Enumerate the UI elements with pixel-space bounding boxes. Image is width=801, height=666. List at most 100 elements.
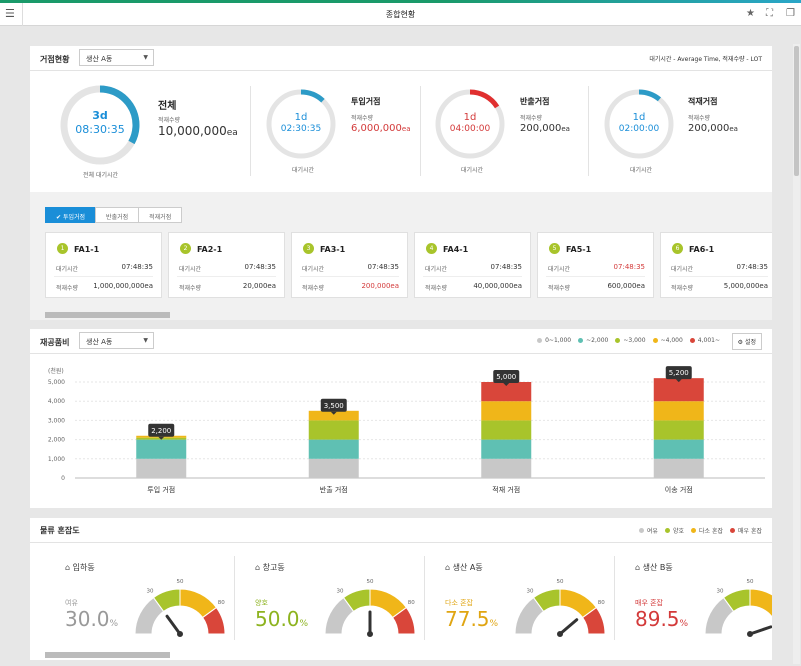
gauge-header: ⌂ 생산 B동	[635, 562, 673, 573]
point-tabs: ✔ 투입거점 반출거점 적재거점	[45, 207, 183, 223]
gauge-name: 입하동	[72, 563, 95, 572]
total-qty-label: 적재수량	[158, 117, 181, 124]
site-item-2-qty: 200,000ea	[520, 123, 570, 134]
point-card[interactable]: 2 FA2-1 대기시간 07:48:35 적재수량 20,000ea	[168, 232, 285, 298]
site-item-1-title: 투입거점	[351, 97, 381, 106]
site-building-select[interactable]: 생산 A동 ▼	[79, 49, 154, 66]
wip-building-select[interactable]: 생산 A동 ▼	[79, 332, 154, 349]
site-item-2-qty-unit: ea	[561, 125, 570, 133]
gauge-value-unit: %	[109, 619, 119, 629]
bar-segment	[136, 458, 187, 478]
bar-segment	[308, 420, 359, 440]
gauge-status: 다소 혼잡	[445, 599, 473, 607]
point-card[interactable]: 6 FA6-1 대기시간 07:48:35 적재수량 5,000,000ea	[660, 232, 772, 298]
card-name: FA2-1	[197, 245, 223, 254]
bar-segment	[481, 382, 532, 402]
card-qty-label: 적재수량	[548, 285, 571, 292]
point-card[interactable]: 3 FA3-1 대기시간 07:48:35 적재수량 200,000ea	[291, 232, 408, 298]
tab-label: 반출거점	[106, 214, 129, 221]
total-label: 5,000	[496, 373, 516, 381]
site-item-3-qty: 200,000ea	[688, 123, 738, 134]
card-name: FA6-1	[689, 245, 715, 254]
gauge-value-number: 50.0	[255, 607, 300, 631]
site-ring-1-time: 02:30:35	[280, 124, 322, 134]
site-ring-1-days: 1d	[294, 112, 308, 123]
gauge-segment	[581, 606, 606, 635]
total-ring-time: 08:30:35	[75, 123, 125, 136]
card-divider	[546, 276, 645, 277]
gauge-status: 양호	[255, 599, 268, 607]
ring-progress	[604, 89, 674, 159]
tab-load-point[interactable]: 적재거점	[138, 207, 183, 223]
gauge-divider	[614, 556, 615, 640]
total-wait-ring	[60, 85, 140, 165]
legend-label: 매우 혼잡	[738, 528, 762, 535]
card-number-badge: 5	[549, 243, 560, 254]
legend-item: 다소 혼잡	[691, 526, 723, 535]
card-divider	[669, 276, 768, 277]
site-ring-2	[435, 89, 505, 159]
chevron-down-icon: ▼	[143, 337, 148, 344]
horizontal-scrollbar[interactable]	[45, 652, 170, 658]
legend-label: 0~1,000	[545, 337, 572, 344]
card-divider	[177, 276, 276, 277]
card-qty-value: 600,000ea	[607, 282, 645, 290]
gauge-segment	[201, 606, 226, 635]
menu-divider	[22, 3, 23, 26]
stat-divider	[250, 86, 251, 176]
window-icon[interactable]: ❐	[786, 8, 795, 19]
gauge-value-number: 77.5	[445, 607, 490, 631]
gauge-status: 여유	[65, 599, 78, 607]
card-wait-value: 07:48:35	[613, 263, 645, 271]
point-card[interactable]: 4 FA4-1 대기시간 07:48:35 적재수량 40,000,000ea	[414, 232, 531, 298]
point-card[interactable]: 5 FA5-1 대기시간 07:48:35 적재수량 600,000ea	[537, 232, 654, 298]
accent-line	[0, 0, 801, 3]
gauge-chart: 30 50 80	[134, 579, 226, 637]
wip-building-select-value: 생산 A동	[86, 338, 113, 346]
site-ring-3-days: 1d	[632, 112, 646, 123]
legend-dot	[578, 338, 584, 343]
legend-dot	[689, 338, 695, 343]
tab-export-point[interactable]: 반출거점	[95, 207, 140, 223]
point-card[interactable]: 1 FA1-1 대기시간 07:48:35 적재수량 1,000,000,000ea	[45, 232, 162, 298]
settings-button[interactable]: ⚙ 설정	[731, 333, 762, 350]
y-tick-label: 2,000	[48, 437, 65, 444]
horizontal-scrollbar[interactable]	[45, 312, 170, 318]
site-item-1-qty-unit: ea	[401, 125, 411, 133]
total-tooltip	[665, 366, 692, 380]
total-qty-unit: ea	[226, 128, 238, 138]
top-bar: ☰ 종합현황 ★ ⛶ ❐	[0, 3, 801, 26]
gauge-divider	[234, 556, 235, 640]
site-item-1-qty: 6,000,000ea	[351, 123, 411, 134]
legend-item: 매우 혼잡	[730, 526, 762, 535]
site-item-3-qty-label: 적재수량	[688, 115, 711, 122]
site-building-select-value: 생산 A동	[86, 55, 113, 63]
card-qty-value: 200,000ea	[361, 282, 399, 290]
site-item-3-qty-value: 200,000	[688, 123, 730, 134]
gauge-value-unit: %	[299, 619, 309, 629]
total-qty-value: 10,000,000	[158, 124, 227, 138]
total-label: 2,200	[151, 427, 171, 435]
star-icon[interactable]: ★	[746, 8, 755, 19]
gauge-name: 창고동	[262, 563, 285, 572]
card-wait-label: 대기시간	[302, 266, 325, 273]
legend-dot	[537, 338, 543, 343]
bar-segment	[653, 378, 704, 402]
wip-chart: (천원) 0 1,000 2,000 3,000 4,000 5,000 투입 거점 2,200…	[48, 366, 765, 494]
card-qty-label: 적재수량	[671, 285, 694, 292]
legend-label: 4,001~	[697, 337, 720, 344]
legend-label: 양호	[672, 528, 684, 535]
vertical-scrollbar[interactable]	[793, 44, 800, 664]
y-tick-label: 4,000	[48, 398, 65, 405]
gauge-tick-label: 80	[408, 600, 415, 606]
stat-divider	[588, 86, 589, 176]
menu-icon[interactable]: ☰	[5, 7, 15, 20]
tab-input-point[interactable]: ✔ 투입거점	[45, 207, 97, 223]
building-icon: ⌂	[255, 563, 261, 572]
ring-progress	[60, 85, 140, 165]
expand-icon[interactable]: ⛶	[766, 8, 773, 19]
bar-segment	[308, 439, 359, 459]
gauge-value-unit: %	[679, 619, 689, 629]
vertical-scrollbar-thumb[interactable]	[794, 46, 799, 176]
card-wait-label: 대기시간	[425, 266, 448, 273]
